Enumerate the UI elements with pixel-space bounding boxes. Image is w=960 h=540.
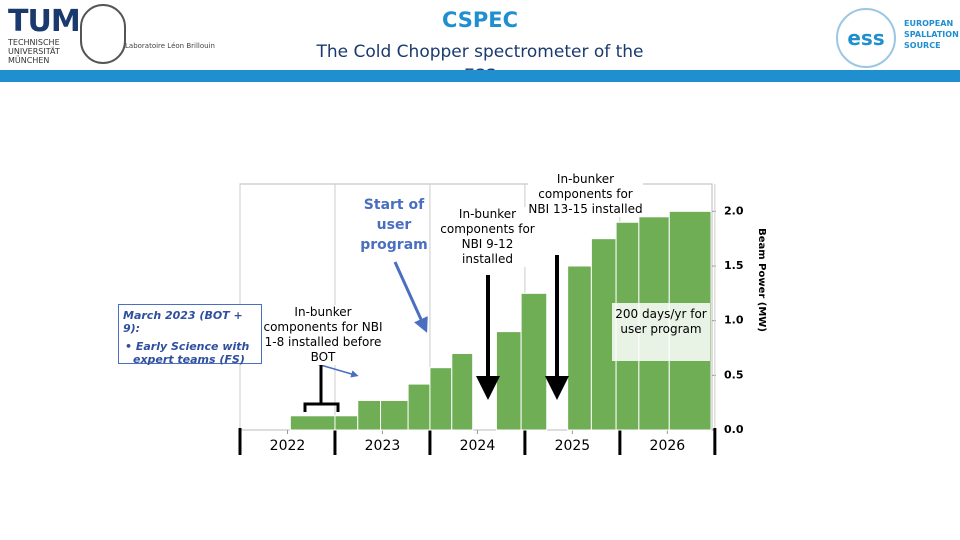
bar: [407, 383, 431, 431]
ess-caption: EUROPEAN SPALLATION SOURCE: [904, 19, 959, 50]
y-axis-label: Beam Power (MW): [756, 228, 767, 332]
annotation: Start of user program: [360, 197, 428, 253]
bar: [590, 238, 617, 431]
bar: [451, 352, 474, 431]
y-tick-label: 0.5: [724, 368, 744, 381]
bar: [334, 415, 359, 431]
bar: [495, 331, 522, 431]
y-tick-label: 1.5: [724, 259, 744, 272]
bar: [289, 415, 336, 431]
slide-title: CSPEC: [441, 8, 519, 32]
header-band: [0, 70, 960, 82]
y-tick-label: 0.0: [724, 423, 744, 436]
tum-caption: TECHNISCHE UNIVERSITÄT MÜNCHEN: [8, 38, 60, 65]
info-item: • Early Science with expert teams (FS): [125, 340, 250, 366]
annotation: In-bunker components for NBI 1-8 install…: [258, 305, 388, 365]
tum-logo: TUM: [8, 4, 81, 39]
y-tick-label: 2.0: [724, 204, 744, 217]
bar: [357, 399, 382, 431]
arrow: [393, 261, 428, 333]
bar: [380, 399, 409, 431]
y-tick-label: 1.0: [724, 314, 744, 327]
llb-caption: Laboratoire Léon Brillouin: [125, 42, 215, 50]
x-tick-label: 2024: [460, 438, 496, 454]
x-tick-label: 2026: [650, 438, 686, 454]
info-box: March 2023 (BOT + 9): • Early Science wi…: [118, 304, 262, 366]
bar: [567, 265, 592, 431]
info-item-text: Early Science with expert teams (FS): [133, 340, 250, 366]
annotation: In-bunker components for NBI 9-12 instal…: [440, 207, 535, 267]
bar: [429, 367, 453, 431]
llb-logo: [80, 4, 126, 64]
info-title: March 2023 (BOT + 9):: [123, 309, 243, 335]
x-tick-label: 2023: [365, 438, 401, 454]
x-tick-label: 2025: [555, 438, 591, 454]
annotation: 200 days/yr for user program: [612, 303, 710, 361]
bar: [520, 292, 548, 431]
ess-logo: ess: [836, 8, 896, 68]
x-tick-label: 2022: [270, 438, 306, 454]
annotation: In-bunker components for NBI 13-15 insta…: [528, 172, 643, 217]
